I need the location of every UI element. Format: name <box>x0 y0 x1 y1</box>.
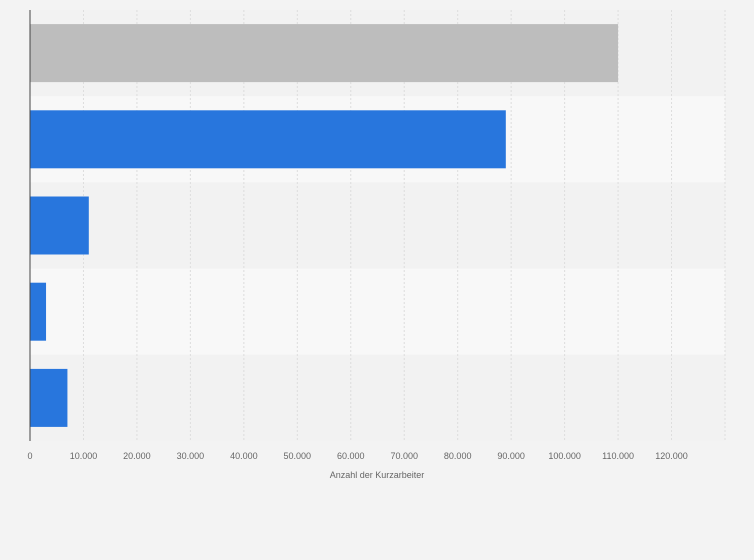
x-tick-label-5: 40.000 <box>230 451 258 461</box>
x-tick-label-4: 30.000 <box>177 451 205 461</box>
bar-4 <box>30 282 47 341</box>
bar-5 <box>30 368 68 427</box>
bar-2 <box>30 110 506 169</box>
x-tick-label-13: 120.000 <box>655 451 688 461</box>
x-axis-ticks: 0 10.000 20.000 30.000 40.000 50.000 60.000 70.… <box>27 451 687 461</box>
x-tick-label-1: 0 <box>27 451 32 461</box>
x-tick-label-8: 70.000 <box>390 451 418 461</box>
bar-1 <box>30 24 619 83</box>
row-band-4 <box>30 268 725 355</box>
bars <box>30 24 619 427</box>
x-tick-label-6: 50.000 <box>284 451 312 461</box>
x-tick-label-10: 90.000 <box>497 451 525 461</box>
x-tick-label-12: 110.000 <box>602 451 634 461</box>
x-tick-label-9: 80.000 <box>444 451 472 461</box>
x-tick-label-2: 10.000 <box>70 451 98 461</box>
x-tick-label-7: 60.000 <box>337 451 365 461</box>
bar-3 <box>30 196 89 255</box>
row-band-3 <box>30 182 725 269</box>
row-band-5 <box>30 354 725 441</box>
x-axis-title: Anzahl der Kurzarbeiter <box>330 470 425 480</box>
x-tick-label-11: 100.000 <box>548 451 581 461</box>
x-tick-label-3: 20.000 <box>123 451 151 461</box>
